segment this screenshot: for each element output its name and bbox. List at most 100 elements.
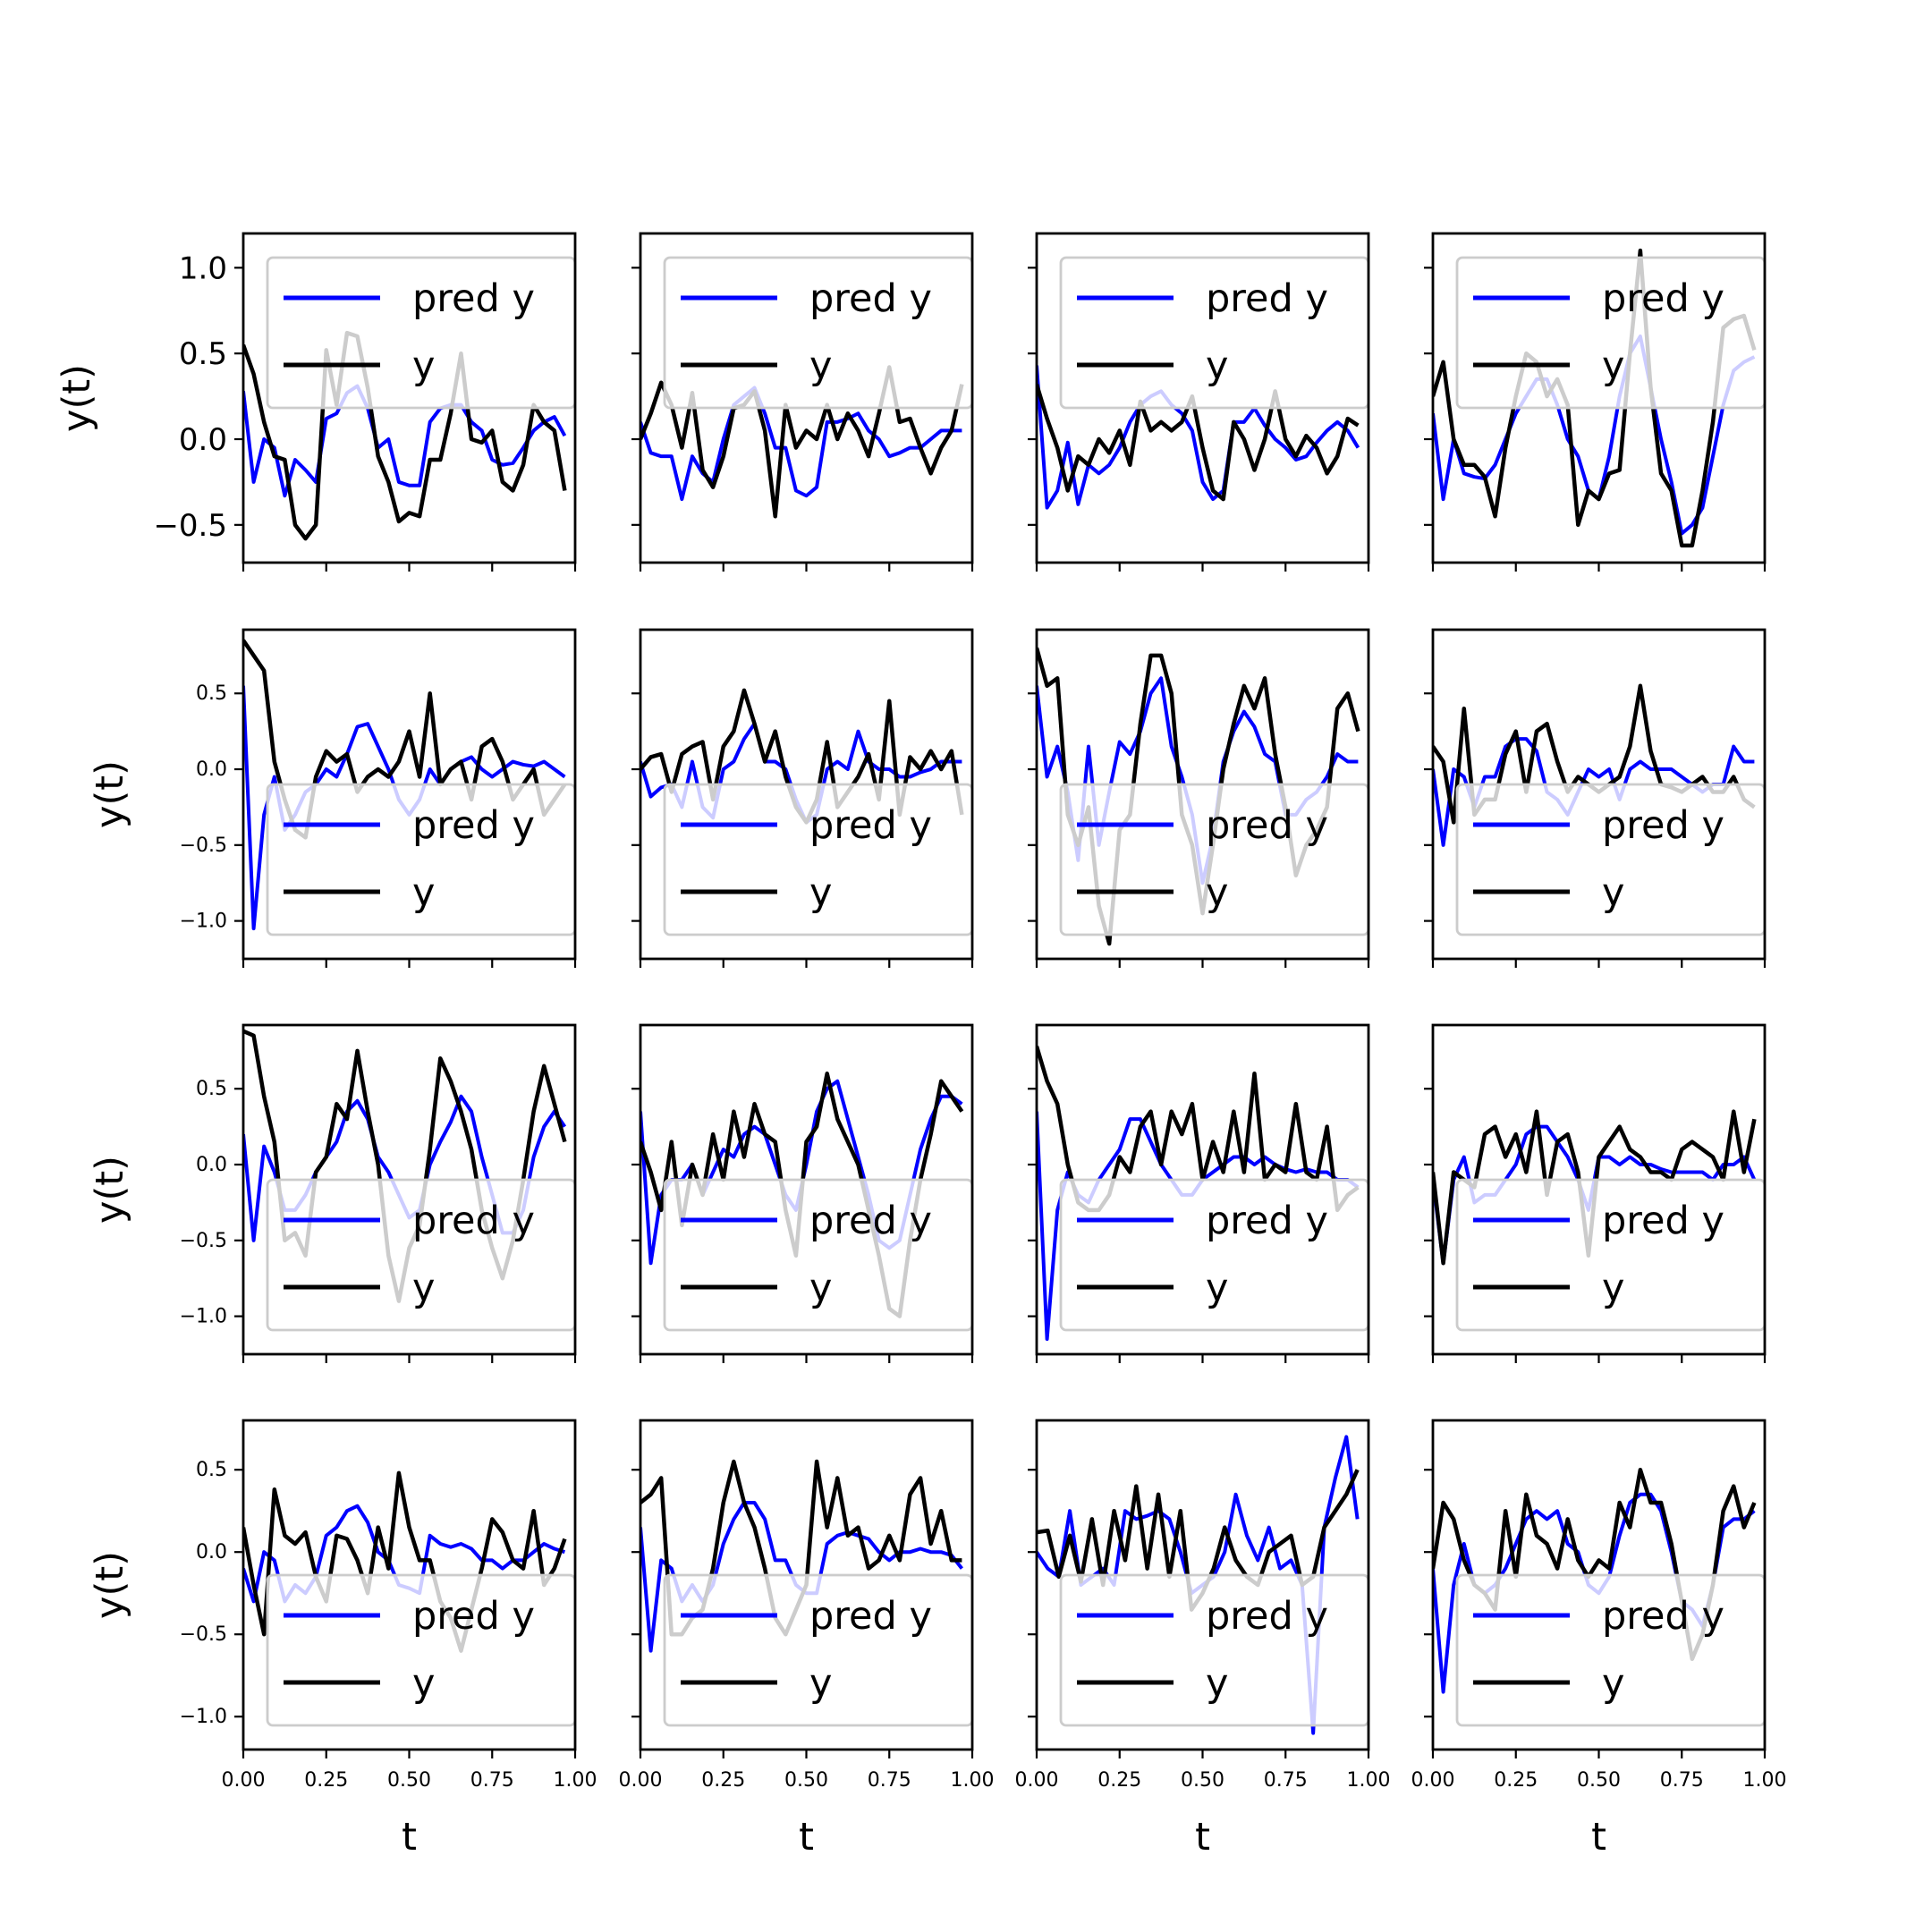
legend-label-pred-y: pred y <box>809 1199 932 1243</box>
y-tick-label: −1.0 <box>180 911 227 933</box>
legend-label-pred-y: pred y <box>1602 1199 1724 1243</box>
x-tick-label: 0.25 <box>1097 1769 1141 1792</box>
legend-label-y: y <box>1206 870 1228 915</box>
legend-label-y: y <box>412 343 435 388</box>
legend-label-pred-y: pred y <box>412 1594 535 1639</box>
y-axis-label: y(t) <box>55 364 99 432</box>
x-tick-label: 0.00 <box>619 1769 663 1792</box>
y-tick-label: 0.0 <box>196 1541 227 1563</box>
y-tick-label: −0.5 <box>180 1623 227 1646</box>
legend-label-pred-y: pred y <box>1206 1594 1328 1639</box>
x-tick-label: 0.25 <box>701 1769 745 1792</box>
x-tick-label: 0.75 <box>1264 1769 1308 1792</box>
y-tick-label: −1.0 <box>180 1706 227 1728</box>
subplot-8: pred y y <box>1424 628 1767 968</box>
legend-label-pred-y: pred y <box>1206 803 1328 848</box>
x-axis-label: t <box>402 1815 417 1860</box>
x-axis-label: t <box>1591 1815 1606 1860</box>
series-pred-y <box>243 384 567 498</box>
x-tick-label: 1.00 <box>1347 1769 1391 1792</box>
subplot-6: pred y y <box>631 628 974 968</box>
legend-label-pred-y: pred y <box>809 1594 932 1639</box>
legend-label-y: y <box>1602 870 1624 915</box>
series-pred-y <box>640 386 962 502</box>
legend-label-pred-y: pred y <box>412 1199 535 1243</box>
y-tick-label: 0.0 <box>196 1154 227 1176</box>
x-tick-label: 0.50 <box>784 1769 828 1792</box>
x-tick-label: 0.75 <box>868 1769 911 1792</box>
x-tick-label: 0.50 <box>387 1769 431 1792</box>
y-tick-label: −0.5 <box>153 508 227 544</box>
subplot-11: pred y y <box>1028 1023 1370 1363</box>
legend-label-y: y <box>412 870 435 915</box>
x-tick-label: 0.75 <box>1660 1769 1704 1792</box>
legend-label-y: y <box>809 343 832 388</box>
legend-label-y: y <box>1602 1266 1624 1310</box>
series-y <box>243 1470 567 1653</box>
y-tick-label: 0.5 <box>179 336 227 372</box>
series-y <box>243 330 567 541</box>
y-tick-label: 0.0 <box>196 758 227 781</box>
x-tick-label: 0.25 <box>304 1769 348 1792</box>
x-tick-label: 0.25 <box>1494 1769 1538 1792</box>
legend-label-pred-y: pred y <box>809 803 932 848</box>
legend-label-pred-y: pred y <box>1602 803 1724 848</box>
x-tick-label: 1.00 <box>1743 1769 1787 1792</box>
y-tick-label: 0.0 <box>179 422 227 458</box>
legend-label-pred-y: pred y <box>1206 276 1328 321</box>
y-tick-label: 0.5 <box>196 1459 227 1481</box>
legend-label-y: y <box>1602 1661 1624 1706</box>
legend-label-y: y <box>1206 343 1228 388</box>
legend-label-pred-y: pred y <box>1602 1594 1724 1639</box>
subplot-16: pred y y 0.00 0.25 0.50 0.75 1.00 t <box>1411 1419 1787 1860</box>
legend-label-y: y <box>1602 343 1624 388</box>
legend-label-y: y <box>809 1661 832 1706</box>
legend-label-y: y <box>809 870 832 915</box>
subplot-1: pred y y −0.5 0.0 0.5 1.0 y(t) <box>55 232 577 572</box>
subplot-2: pred y y <box>631 232 974 572</box>
legend-label-pred-y: pred y <box>809 276 932 321</box>
series-y <box>1433 248 1757 548</box>
series-y <box>1037 384 1360 502</box>
y-axis-label: y(t) <box>88 760 132 828</box>
subplot-7: pred y y <box>1028 628 1370 968</box>
subplot-13: pred y y −1.0 −0.5 0.0 0.5 0.00 0.25 0.50 0.75 1.0… <box>88 1419 597 1860</box>
legend-label-pred-y: pred y <box>1602 276 1724 321</box>
subplot-9: pred y y −1.0 −0.5 0.0 0.5 y(t) <box>88 1023 577 1363</box>
subplot-12: pred y y <box>1424 1023 1767 1363</box>
y-axis-label: y(t) <box>88 1156 132 1224</box>
y-tick-label: 0.5 <box>196 1078 227 1100</box>
subplot-3: pred y y <box>1028 232 1370 572</box>
subplot-14: pred y y 0.00 0.25 0.50 0.75 1.00 t <box>619 1419 995 1860</box>
subplot-4: pred y y <box>1424 232 1767 572</box>
x-axis-label: t <box>799 1815 814 1860</box>
legend-label-y: y <box>1206 1661 1228 1706</box>
y-tick-label: −1.0 <box>180 1306 227 1328</box>
y-tick-label: −0.5 <box>180 835 227 857</box>
legend-label-y: y <box>1206 1266 1228 1310</box>
y-tick-label: 1.0 <box>179 250 227 286</box>
x-axis-label: t <box>1195 1815 1210 1860</box>
legend-label-pred-y: pred y <box>412 276 535 321</box>
subplot-15: pred y y 0.00 0.25 0.50 0.75 1.00 t <box>1015 1419 1391 1860</box>
x-tick-label: 0.00 <box>222 1769 266 1792</box>
legend-label-pred-y: pred y <box>1206 1199 1328 1243</box>
subplot-10: pred y y <box>631 1023 974 1363</box>
x-tick-label: 0.75 <box>470 1769 514 1792</box>
x-tick-label: 0.50 <box>1577 1769 1621 1792</box>
y-tick-label: −0.5 <box>180 1230 227 1252</box>
series-pred-y <box>1037 365 1360 510</box>
y-axis-label: y(t) <box>88 1551 132 1619</box>
x-tick-label: 0.00 <box>1411 1769 1455 1792</box>
x-tick-label: 0.00 <box>1015 1769 1059 1792</box>
y-tick-label: 0.5 <box>196 682 227 705</box>
x-tick-label: 1.00 <box>554 1769 597 1792</box>
x-tick-label: 0.50 <box>1181 1769 1224 1792</box>
legend-label-y: y <box>412 1266 435 1310</box>
legend-label-y: y <box>412 1661 435 1706</box>
x-tick-label: 1.00 <box>951 1769 995 1792</box>
legend-label-pred-y: pred y <box>412 803 535 848</box>
legend-label-y: y <box>809 1266 832 1310</box>
